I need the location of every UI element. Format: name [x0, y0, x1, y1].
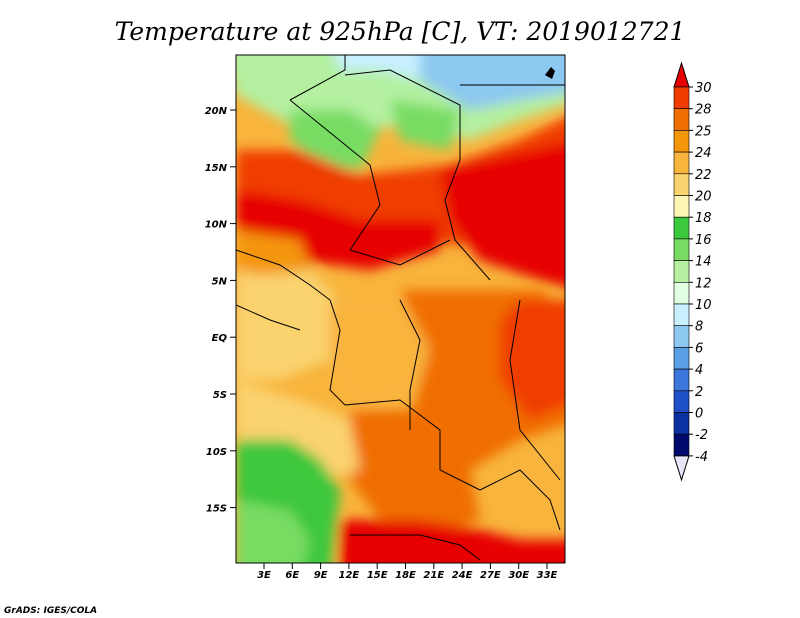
colorbar-label: 12 [695, 276, 712, 291]
lon-tick-label: 6E [285, 570, 299, 581]
colorbar-label: 24 [695, 146, 712, 161]
colorbar-segment [673, 130, 690, 153]
colorbar-label: 0 [695, 407, 703, 422]
lon-tick-label: 15E [367, 570, 388, 581]
map-frame [235, 54, 566, 564]
colorbar-segment [673, 433, 690, 457]
lat-tick-label: EQ [212, 333, 228, 344]
lat-tick-label: 15S [206, 504, 227, 515]
colorbar-label: 28 [695, 103, 712, 118]
lat-tick-label: 15N [205, 163, 228, 174]
colorbar-label: 16 [695, 233, 712, 248]
colorbar-label: 4 [695, 363, 703, 378]
lat-tick-label: 5S [213, 390, 227, 401]
colorbar-segment [673, 412, 690, 435]
colorbar-label: 8 [695, 320, 703, 335]
lon-tick-label: 24E [452, 570, 473, 581]
colorbar-label: -4 [695, 450, 708, 465]
latitude-axis: 20N 15N 10N 5N EQ 5S 10S 15S [205, 106, 236, 515]
colorbar-segment [673, 216, 690, 240]
colorbar-label: 18 [695, 211, 712, 226]
lon-tick-label: 33E [537, 570, 558, 581]
temperature-field [236, 55, 565, 563]
lon-tick-label: 30E [508, 570, 529, 581]
colorbar-bottom-arrow [673, 455, 690, 482]
colorbar-segment [673, 260, 690, 283]
lat-tick-label: 10N [205, 220, 228, 231]
colorbar-label: 30 [695, 81, 712, 96]
lon-tick-label: 3E [257, 570, 271, 581]
colorbar-segment [673, 347, 690, 370]
colorbar-segment [673, 368, 690, 392]
lat-tick-label: 5N [212, 276, 228, 287]
colorbar-segment [673, 173, 690, 196]
colorbar-label: 25 [695, 124, 712, 139]
longitude-axis: 3E 6E 9E 12E 15E 18E 21E 24E 27E 30E 33E [257, 563, 558, 581]
colorbar-segment [673, 390, 690, 413]
lon-tick-label: 18E [395, 570, 416, 581]
map-title: Temperature at 925hPa [C], VT: 201901272… [115, 17, 686, 46]
colorbar-label: 22 [695, 168, 712, 183]
colorbar-segment [673, 303, 690, 327]
colorbar-label: 6 [695, 341, 703, 356]
colorbar-segment [673, 238, 690, 261]
lon-tick-label: 12E [339, 570, 360, 581]
colorbar-label: 10 [695, 298, 712, 313]
colorbar-segment [673, 86, 690, 110]
colorbar-segment [673, 195, 690, 218]
lat-tick-label: 20N [205, 106, 228, 117]
colorbar-segment [673, 151, 690, 175]
lat-tick-label: 10S [206, 447, 227, 458]
colorbar-label: -2 [695, 428, 708, 443]
lon-tick-label: 9E [314, 570, 328, 581]
colorbar-segment [673, 281, 690, 305]
colorbar-top-arrow [673, 61, 690, 88]
colorbar-segment [673, 325, 690, 348]
colorbar-label: 20 [695, 190, 712, 205]
colorbar-label: 14 [695, 255, 712, 270]
colorbar-segment [673, 108, 690, 131]
lon-tick-label: 27E [480, 570, 501, 581]
lon-tick-label: 21E [423, 570, 444, 581]
colorbar-label: 2 [695, 385, 703, 400]
grads-credit: GrADS: IGES/COLA [4, 606, 97, 616]
